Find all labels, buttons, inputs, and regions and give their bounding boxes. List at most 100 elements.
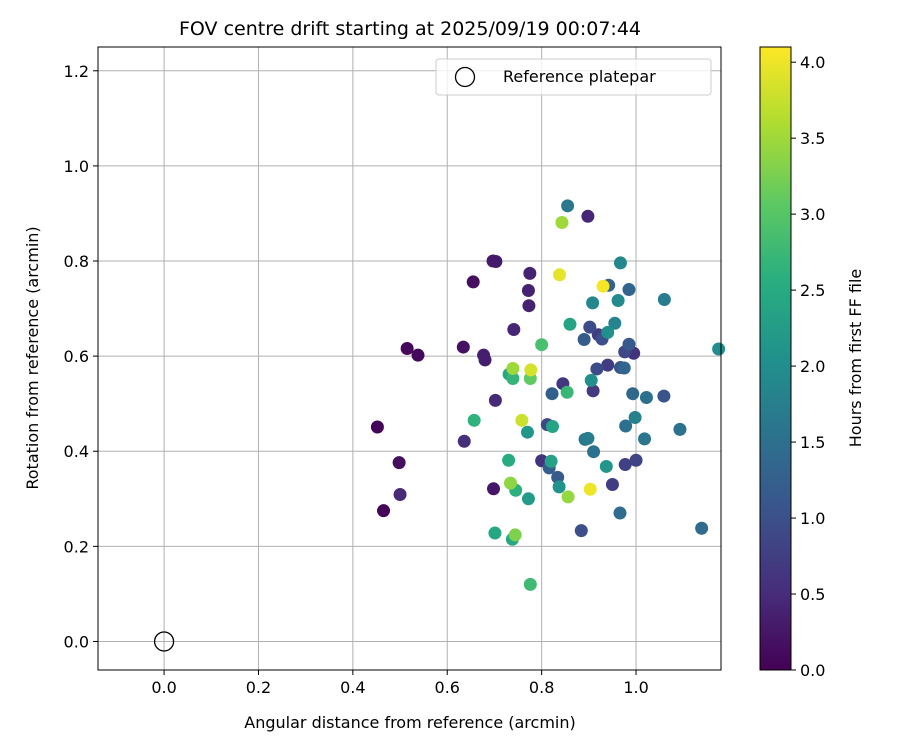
- y-tick-label: 0.0: [64, 632, 89, 651]
- data-point: [502, 453, 516, 467]
- y-tick-label: 1.2: [64, 62, 89, 81]
- data-point: [695, 521, 709, 535]
- data-point: [521, 492, 535, 506]
- data-point: [583, 482, 597, 496]
- data-point: [488, 393, 502, 407]
- data-point: [544, 454, 558, 468]
- data-point: [629, 453, 643, 467]
- x-tick-label: 0.4: [340, 678, 365, 697]
- data-point: [601, 325, 615, 339]
- colorbar-tick-label: 3.0: [800, 205, 825, 224]
- legend-reference-marker: [454, 66, 476, 88]
- data-point: [555, 215, 569, 229]
- data-point: [639, 390, 653, 404]
- data-point: [657, 389, 671, 403]
- data-point: [611, 293, 625, 307]
- data-point: [457, 434, 471, 448]
- data-point: [584, 373, 598, 387]
- x-tick-label: 0.6: [435, 678, 460, 697]
- legend-reference-label: Reference platepar: [503, 67, 656, 86]
- y-tick-label: 0.8: [64, 252, 89, 271]
- data-point: [628, 410, 642, 424]
- data-point: [522, 299, 536, 313]
- data-point: [488, 526, 502, 540]
- data-point: [508, 528, 522, 542]
- data-point: [520, 425, 534, 439]
- data-point: [489, 254, 503, 268]
- data-point: [601, 358, 615, 372]
- data-point: [467, 413, 481, 427]
- data-point: [377, 504, 391, 518]
- data-point: [622, 283, 636, 297]
- data-point: [619, 419, 633, 433]
- colorbar-tick-label: 3.5: [800, 129, 825, 148]
- data-point: [400, 342, 414, 356]
- data-point: [506, 361, 520, 375]
- data-point: [581, 209, 595, 223]
- data-point: [546, 420, 560, 434]
- data-point: [506, 371, 520, 385]
- data-point: [370, 420, 384, 434]
- colorbar-label: Hours from first FF file: [846, 269, 865, 448]
- data-point: [622, 337, 636, 351]
- data-point: [583, 320, 597, 334]
- data-point: [524, 363, 538, 377]
- colorbar-tick-label: 0.0: [800, 661, 825, 680]
- data-point: [545, 387, 559, 401]
- x-tick-label: 0.2: [246, 678, 271, 697]
- legend-box: [435, 58, 712, 96]
- data-point: [613, 256, 627, 270]
- data-point: [560, 385, 574, 399]
- data-point: [613, 506, 627, 520]
- data-point: [617, 361, 631, 375]
- data-point: [466, 275, 480, 289]
- x-tick-label: 0.0: [151, 678, 176, 697]
- data-point: [608, 316, 622, 330]
- data-point: [561, 490, 575, 504]
- data-point: [618, 458, 632, 472]
- data-point: [586, 296, 600, 310]
- data-point: [599, 459, 613, 473]
- reference-platepar-marker: [153, 631, 175, 652]
- data-point: [515, 413, 529, 427]
- data-point: [673, 422, 687, 436]
- data-point: [574, 524, 588, 538]
- data-points: [370, 199, 726, 591]
- data-point: [605, 478, 619, 492]
- y-tick-label: 1.0: [64, 157, 89, 176]
- colorbar-tick-label: 1.0: [800, 509, 825, 528]
- data-point: [552, 480, 566, 494]
- legend: Reference platepar: [435, 58, 712, 96]
- y-axis-label: Rotation from reference (arcmin): [23, 226, 42, 489]
- y-tick-label: 0.2: [64, 537, 89, 556]
- colorbar-tick-label: 0.5: [800, 585, 825, 604]
- x-tick-label: 1.0: [623, 678, 648, 697]
- colorbar-ticks: 0.0 0.5 1.0 1.5 2.0 2.5 3.0 3.5 4.0: [791, 53, 825, 680]
- colorbar-tick-label: 2.5: [800, 281, 825, 300]
- data-point: [626, 387, 640, 401]
- data-point: [411, 348, 425, 362]
- data-point: [551, 470, 565, 484]
- colorbar-tick-label: 1.5: [800, 433, 825, 452]
- data-point: [581, 431, 595, 445]
- data-point: [596, 279, 610, 293]
- data-point: [553, 268, 567, 282]
- data-point: [563, 317, 577, 331]
- y-tick-label: 0.4: [64, 442, 89, 461]
- y-tick-label: 0.6: [64, 347, 89, 366]
- data-point: [393, 488, 407, 502]
- data-point: [392, 456, 406, 470]
- x-axis-label: Angular distance from reference (arcmin): [244, 713, 575, 732]
- data-point: [587, 445, 601, 459]
- data-point: [523, 577, 537, 591]
- y-axis-ticks: 0.0 0.2 0.4 0.6 0.8 1.0 1.2: [64, 62, 98, 651]
- data-point: [561, 199, 575, 213]
- data-point: [657, 293, 671, 307]
- data-point: [523, 266, 537, 280]
- x-axis-ticks: 0.0 0.2 0.4 0.6 0.8 1.0: [151, 670, 649, 697]
- data-point: [590, 362, 604, 376]
- data-point: [638, 432, 652, 446]
- reference-marker-layer: [153, 631, 175, 652]
